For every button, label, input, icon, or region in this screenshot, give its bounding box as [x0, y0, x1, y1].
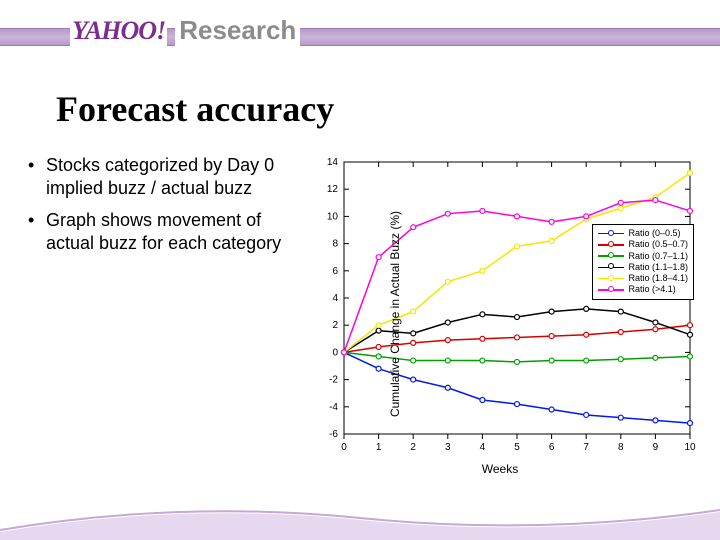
- list-item: Stocks categorized by Day 0 implied buzz…: [24, 154, 292, 199]
- slide-header: YAHOO! Research: [0, 0, 720, 60]
- svg-text:6: 6: [549, 442, 555, 453]
- svg-text:-6: -6: [329, 429, 338, 440]
- header-content: YAHOO! Research: [70, 15, 300, 46]
- chart-legend: Ratio (0–0.5)Ratio (0.5–0.7)Ratio (0.7–1…: [592, 224, 694, 300]
- svg-text:8: 8: [618, 442, 624, 453]
- svg-text:4: 4: [332, 293, 338, 304]
- legend-row: Ratio (0.7–1.1): [598, 251, 688, 262]
- svg-text:10: 10: [684, 442, 696, 453]
- bullet-text: Stocks categorized by Day 0 implied buzz…: [46, 155, 274, 198]
- page-title: Forecast accuracy: [0, 60, 720, 130]
- x-axis-label: Weeks: [482, 462, 518, 476]
- svg-text:12: 12: [327, 184, 339, 195]
- legend-label: Ratio (0.7–1.1): [628, 251, 688, 262]
- research-label: Research: [175, 15, 300, 46]
- svg-text:10: 10: [327, 211, 339, 222]
- svg-text:9: 9: [653, 442, 659, 453]
- chart-svg: 012345678910-6-4-202468101214: [300, 154, 700, 464]
- bullet-list: Stocks categorized by Day 0 implied buzz…: [24, 154, 292, 474]
- y-axis-label: Cumulative Change in Actual Buzz (%): [388, 211, 402, 417]
- yahoo-logo: YAHOO!: [70, 16, 167, 46]
- svg-text:7: 7: [583, 442, 589, 453]
- svg-text:5: 5: [514, 442, 520, 453]
- legend-row: Ratio (0–0.5): [598, 228, 688, 239]
- legend-label: Ratio (0–0.5): [628, 228, 680, 239]
- svg-text:4: 4: [480, 442, 486, 453]
- legend-row: Ratio (1.1–1.8): [598, 262, 688, 273]
- legend-row: Ratio (0.5–0.7): [598, 239, 688, 250]
- svg-text:0: 0: [341, 442, 347, 453]
- svg-text:8: 8: [332, 239, 338, 250]
- svg-text:-4: -4: [329, 402, 338, 413]
- svg-text:-2: -2: [329, 375, 338, 386]
- svg-text:0: 0: [332, 347, 338, 358]
- legend-row: Ratio (1.8–4.1): [598, 273, 688, 284]
- svg-text:2: 2: [410, 442, 416, 453]
- bullet-text: Graph shows movement of actual buzz for …: [46, 210, 281, 253]
- legend-label: Ratio (1.8–4.1): [628, 273, 688, 284]
- svg-text:2: 2: [332, 320, 338, 331]
- content-row: Stocks categorized by Day 0 implied buzz…: [0, 130, 720, 474]
- svg-text:14: 14: [327, 157, 339, 168]
- svg-text:6: 6: [332, 266, 338, 277]
- legend-label: Ratio (0.5–0.7): [628, 239, 688, 250]
- svg-text:1: 1: [376, 442, 382, 453]
- legend-row: Ratio (>4.1): [598, 284, 688, 295]
- forecast-chart: Cumulative Change in Actual Buzz (%) 012…: [300, 154, 700, 474]
- svg-text:3: 3: [445, 442, 451, 453]
- footer-curve: [0, 492, 720, 540]
- legend-label: Ratio (1.1–1.8): [628, 262, 688, 273]
- list-item: Graph shows movement of actual buzz for …: [24, 209, 292, 254]
- legend-label: Ratio (>4.1): [628, 284, 675, 295]
